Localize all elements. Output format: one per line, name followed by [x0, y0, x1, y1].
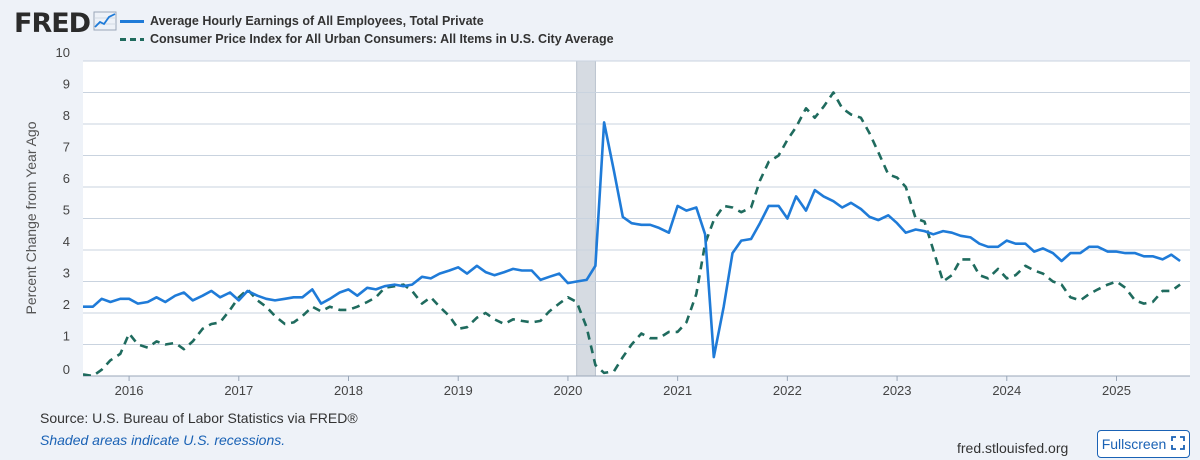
y-tick-label: 0	[63, 362, 70, 377]
y-tick-label: 7	[63, 140, 70, 155]
y-tick-label: 2	[63, 297, 70, 312]
chart-legend: Average Hourly Earnings of All Employees…	[120, 12, 614, 48]
series-line-earnings	[83, 121, 1181, 359]
x-tick-label: 2025	[1102, 383, 1131, 398]
x-tick-label: 2024	[992, 383, 1021, 398]
fullscreen-label: Fullscreen	[1101, 436, 1167, 452]
x-tick-label: 2019	[444, 383, 473, 398]
chart-line-icon	[93, 11, 117, 36]
y-tick-label: 8	[63, 108, 70, 123]
x-tick-label: 2021	[663, 383, 692, 398]
legend-label-cpi: Consumer Price Index for All Urban Consu…	[150, 32, 614, 46]
y-axis-label: Percent Change from Year Ago	[23, 121, 39, 315]
y-tick-label: 4	[63, 234, 70, 249]
series-line-cpi	[83, 91, 1181, 376]
x-tick-label: 2022	[773, 383, 802, 398]
x-tick-label: 2020	[553, 383, 582, 398]
y-tick-label: 9	[63, 77, 70, 92]
y-tick-label: 6	[63, 171, 70, 186]
y-tick-label: 1	[63, 329, 70, 344]
x-tick-label: 2017	[224, 383, 253, 398]
x-tick-label: 2016	[115, 383, 144, 398]
legend-item-cpi[interactable]: Consumer Price Index for All Urban Consu…	[120, 30, 614, 48]
x-tick-label: 2018	[334, 383, 363, 398]
y-tick-label: 10	[56, 45, 70, 60]
legend-swatch-dashed	[120, 37, 144, 41]
y-tick-label: 5	[63, 203, 70, 218]
fred-logo[interactable]: FRED	[14, 8, 117, 39]
fullscreen-icon	[1171, 435, 1186, 453]
legend-swatch-solid	[120, 19, 144, 23]
source-text: Source: U.S. Bureau of Labor Statistics …	[40, 410, 358, 426]
legend-item-earnings[interactable]: Average Hourly Earnings of All Employees…	[120, 12, 614, 30]
legend-label-earnings: Average Hourly Earnings of All Employees…	[150, 14, 484, 28]
recession-note: Shaded areas indicate U.S. recessions.	[40, 432, 286, 448]
logo-text: FRED	[14, 8, 91, 39]
site-link[interactable]: fred.stlouisfed.org	[957, 440, 1069, 456]
x-tick-label: 2023	[883, 383, 912, 398]
y-tick-label: 3	[63, 266, 70, 281]
fullscreen-button[interactable]: Fullscreen	[1097, 430, 1190, 458]
